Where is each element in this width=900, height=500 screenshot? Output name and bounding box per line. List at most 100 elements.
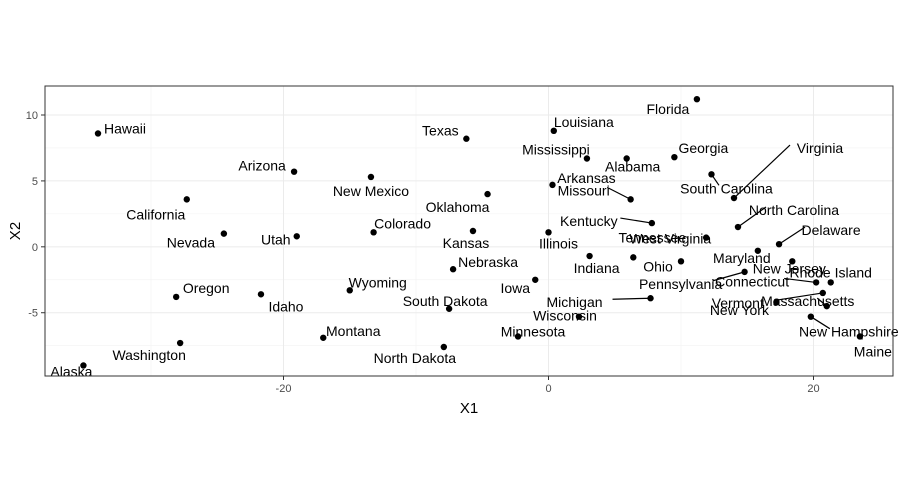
point-label-missouri: Missouri <box>558 182 610 198</box>
point-label-oregon: Oregon <box>183 280 230 296</box>
leader-line-vermont <box>777 292 823 301</box>
point-utah <box>293 233 300 240</box>
leader-line-pennsylvania <box>712 271 745 282</box>
point-label-north-dakota: North Dakota <box>374 350 457 366</box>
point-maryland <box>754 247 762 254</box>
point-label-delaware: Delaware <box>801 222 860 238</box>
point-arizona <box>290 168 298 175</box>
point-indiana <box>586 252 593 260</box>
x-axis-title: X1 <box>460 400 478 417</box>
point-label-arkansas: Arkansas <box>557 170 615 186</box>
point-wyoming <box>346 287 353 294</box>
point-california <box>183 196 190 203</box>
point-kentucky <box>648 219 656 227</box>
point-label-virginia: Virginia <box>797 140 844 156</box>
point-wisconsin <box>575 313 583 320</box>
point-label-mississippi: Mississippi <box>522 142 590 158</box>
x-tick-label: 0 <box>545 383 551 395</box>
point-label-wyoming: Wyoming <box>349 274 407 290</box>
point-oklahoma <box>484 190 491 198</box>
point-label-kansas: Kansas <box>443 235 490 251</box>
point-north-dakota <box>440 343 448 351</box>
point-connecticut <box>812 279 820 286</box>
point-texas <box>463 135 470 142</box>
point-florida <box>693 95 701 103</box>
point-label-michigan: Michigan <box>547 294 603 310</box>
point-label-nevada: Nevada <box>167 235 215 251</box>
point-alaska <box>80 362 87 369</box>
point-label-nebraska: Nebraska <box>458 254 518 270</box>
point-new-hampshire <box>807 313 815 320</box>
point-label-north-carolina: North Carolina <box>749 202 839 218</box>
point-label-new-jersey: New Jersey <box>753 260 826 276</box>
point-label-colorado: Colorado <box>374 215 431 231</box>
point-label-ohio: Ohio <box>643 258 673 274</box>
point-label-rhode-island: Rhode Island <box>789 264 872 280</box>
point-rhode-island <box>827 279 834 286</box>
point-label-iowa: Iowa <box>500 280 530 296</box>
point-new-york <box>773 298 780 306</box>
point-label-illinois: Illinois <box>539 235 578 251</box>
point-south-carolina <box>708 171 715 178</box>
point-ohio <box>677 258 685 265</box>
y-tick-label: 10 <box>26 110 38 122</box>
point-kansas <box>469 227 477 235</box>
leader-line-delaware <box>778 226 806 245</box>
point-nevada <box>220 230 228 237</box>
point-label-texas: Texas <box>422 123 459 139</box>
y-tick-label: -5 <box>28 308 38 320</box>
point-nebraska <box>449 266 457 273</box>
x-axis-ticks: -20 0 20 <box>276 376 820 395</box>
point-label-new-york: New York <box>710 302 770 318</box>
point-new-mexico <box>367 173 375 181</box>
leader-line-virginia <box>733 144 791 199</box>
point-label-south-dakota: South Dakota <box>403 293 488 309</box>
point-virginia <box>730 194 738 202</box>
point-maine <box>856 333 864 340</box>
y-axis-ticks: -5 0 5 10 <box>26 110 45 320</box>
y-tick-label: 0 <box>32 242 38 254</box>
point-iowa <box>532 276 539 283</box>
point-label-indiana: Indiana <box>574 260 620 276</box>
label-leader-lines <box>606 144 831 330</box>
point-label-vermont: Vermont <box>712 295 764 311</box>
point-label-california: California <box>126 206 185 222</box>
leader-line-kentucky <box>620 217 652 224</box>
point-label-utah: Utah <box>261 231 291 247</box>
point-label-new-hampshire: New Hampshire <box>799 324 899 340</box>
point-montana <box>320 334 327 341</box>
plot-panel-border <box>44 85 894 377</box>
leader-line-missouri <box>606 186 631 200</box>
point-illinois <box>545 229 552 236</box>
point-pennsylvania <box>741 268 748 276</box>
y-axis-title: X2 <box>7 222 24 240</box>
point-label-maryland: Maryland <box>713 250 771 266</box>
point-label-tennessee: Tennessee <box>618 229 686 245</box>
point-label-hawaii: Hawaii <box>104 120 146 136</box>
point-label-louisiana: Louisiana <box>554 114 614 130</box>
point-colorado <box>370 229 377 236</box>
point-label-maine: Maine <box>854 343 892 359</box>
point-label-oklahoma: Oklahoma <box>426 199 490 215</box>
point-vermont <box>819 289 826 297</box>
data-points <box>80 95 864 369</box>
point-labels: Alabama Alaska Arizona Arkansas California Co… <box>50 101 898 379</box>
point-label-pennsylvania: Pennsylvania <box>639 276 722 292</box>
point-michigan <box>647 295 654 302</box>
leader-line-connecticut <box>784 277 817 284</box>
point-label-florida: Florida <box>647 101 690 117</box>
point-label-wisconsin: Wisconsin <box>533 308 597 324</box>
point-label-minnesota: Minnesota <box>501 323 566 339</box>
point-missouri <box>627 196 634 203</box>
leader-line-new-hampshire <box>810 316 831 330</box>
point-label-new-mexico: New Mexico <box>333 183 409 199</box>
leader-line-north-carolina <box>737 206 767 228</box>
point-washington <box>176 339 184 347</box>
point-label-idaho: Idaho <box>268 298 303 314</box>
point-label-massachusetts: Massachusetts <box>761 293 854 309</box>
point-label-connecticut: Connecticut <box>715 273 789 289</box>
point-label-kentucky: Kentucky <box>560 213 618 229</box>
x-tick-label: 20 <box>807 383 819 395</box>
